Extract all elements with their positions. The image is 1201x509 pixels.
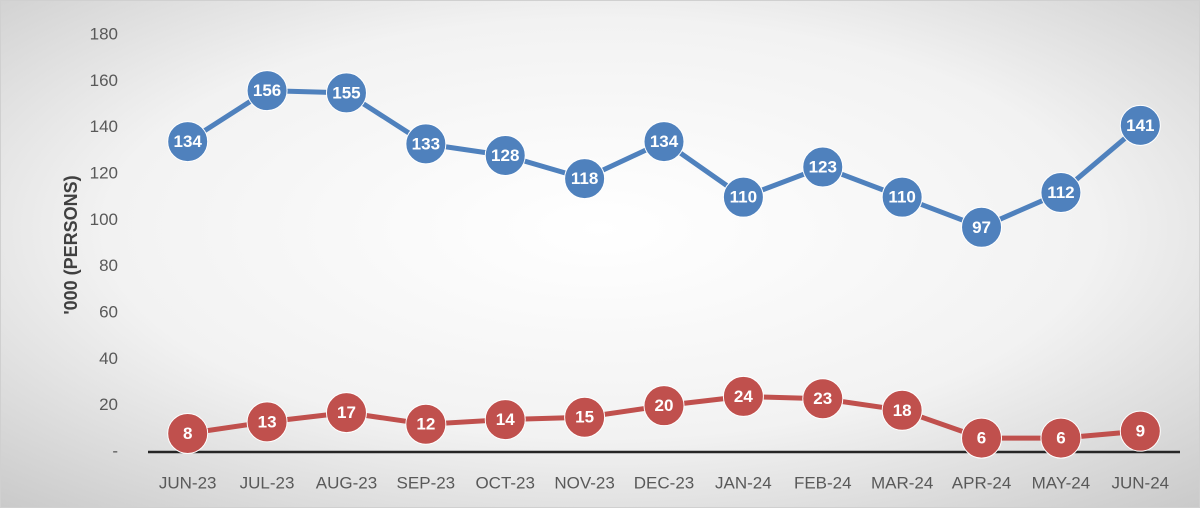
data-label: 155	[332, 83, 360, 102]
x-tick-label: NOV-23	[554, 473, 614, 492]
x-tick-label: MAR-24	[871, 473, 933, 492]
y-tick-label: 120	[90, 163, 118, 182]
data-label: 6	[977, 429, 986, 448]
data-label: 23	[813, 389, 832, 408]
data-marker	[246, 70, 288, 112]
x-tick-label: JUN-23	[159, 473, 217, 492]
data-label: 110	[730, 188, 757, 207]
data-marker	[961, 417, 1003, 459]
data-label: 141	[1126, 116, 1154, 135]
data-marker	[802, 378, 844, 420]
y-tick-label: 40	[99, 349, 118, 368]
data-label: 12	[416, 415, 435, 434]
y-tick-label: 160	[90, 71, 118, 90]
data-marker	[405, 123, 447, 165]
data-marker	[167, 121, 209, 163]
data-marker	[1040, 417, 1082, 459]
data-label: 156	[253, 81, 281, 100]
x-tick-label: SEP-23	[397, 473, 456, 492]
y-axis-label: '000 (PERSONS)	[61, 175, 81, 314]
x-tick-label: JUN-24	[1111, 473, 1169, 492]
y-tick-label: 60	[99, 302, 118, 321]
data-label: 123	[809, 158, 837, 177]
data-label: 118	[571, 169, 598, 188]
data-label: 97	[972, 218, 991, 237]
data-marker	[722, 375, 764, 417]
data-label: 14	[496, 410, 515, 429]
data-marker	[1119, 410, 1161, 452]
data-marker	[881, 389, 923, 431]
data-marker	[643, 121, 685, 163]
data-marker	[722, 176, 764, 218]
data-label: 134	[650, 132, 679, 151]
data-label: 134	[174, 132, 203, 151]
x-tick-label: AUG-23	[316, 473, 377, 492]
data-label: 8	[183, 424, 192, 443]
data-label: 15	[575, 408, 594, 427]
data-label: 9	[1136, 422, 1145, 441]
x-tick-label: JUL-23	[240, 473, 295, 492]
data-marker	[1040, 172, 1082, 214]
data-label: 20	[655, 396, 674, 415]
data-marker	[484, 134, 526, 176]
data-marker	[802, 146, 844, 188]
x-tick-label: DEC-23	[634, 473, 694, 492]
x-tick-label: JAN-24	[715, 473, 772, 492]
data-marker	[564, 158, 606, 200]
data-label: 128	[491, 146, 519, 165]
x-tick-label: OCT-23	[475, 473, 535, 492]
data-marker	[484, 399, 526, 441]
y-tick-label: 20	[99, 395, 118, 414]
y-tick-label: 180	[90, 24, 118, 43]
data-label: 18	[893, 401, 912, 420]
data-marker	[961, 206, 1003, 248]
y-tick-label: 140	[90, 117, 118, 136]
data-marker	[1119, 104, 1161, 146]
data-marker	[167, 412, 209, 454]
data-marker	[325, 72, 367, 114]
data-label: 6	[1056, 429, 1065, 448]
x-tick-label: MAY-24	[1032, 473, 1091, 492]
x-tick-label: FEB-24	[794, 473, 852, 492]
data-marker	[325, 392, 367, 434]
data-label: 112	[1047, 183, 1074, 202]
data-label: 133	[412, 134, 440, 153]
data-marker	[881, 176, 923, 218]
data-label: 24	[734, 387, 753, 406]
x-tick-label: APR-24	[952, 473, 1012, 492]
y-tick-label: 100	[90, 210, 118, 229]
data-marker	[405, 403, 447, 445]
y-tick-label: 80	[99, 256, 118, 275]
data-marker	[246, 401, 288, 443]
data-label: 110	[888, 188, 915, 207]
data-marker	[643, 385, 685, 427]
data-label: 13	[258, 412, 277, 431]
data-marker	[564, 396, 606, 438]
data-label: 17	[337, 403, 356, 422]
y-tick-label: -	[112, 441, 118, 460]
